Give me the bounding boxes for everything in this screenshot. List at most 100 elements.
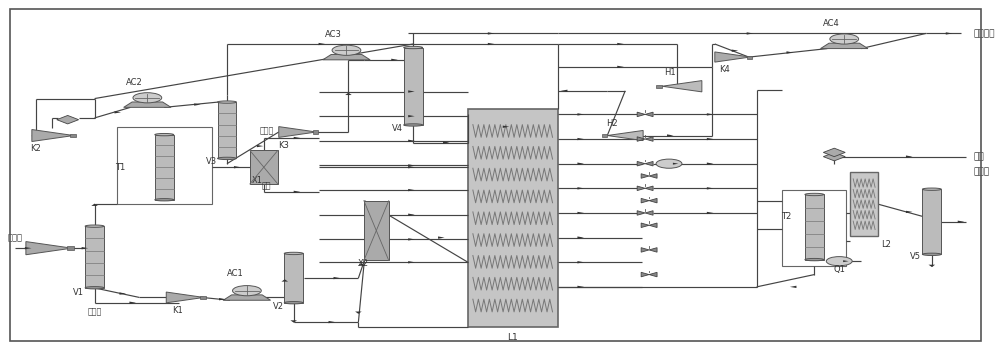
Text: H1: H1 xyxy=(664,68,676,77)
Polygon shape xyxy=(649,223,657,227)
Text: 天然气: 天然气 xyxy=(974,167,990,176)
Ellipse shape xyxy=(805,258,824,261)
Bar xyxy=(250,151,278,184)
Ellipse shape xyxy=(155,133,174,136)
Text: V5: V5 xyxy=(910,252,921,262)
Ellipse shape xyxy=(404,46,423,49)
Polygon shape xyxy=(488,32,494,34)
Polygon shape xyxy=(649,248,657,252)
Polygon shape xyxy=(637,186,645,190)
Polygon shape xyxy=(645,211,653,215)
Ellipse shape xyxy=(155,199,174,201)
Polygon shape xyxy=(577,237,584,239)
Polygon shape xyxy=(25,247,31,249)
Polygon shape xyxy=(319,43,325,45)
Text: K4: K4 xyxy=(719,65,730,74)
Bar xyxy=(313,130,318,133)
Polygon shape xyxy=(129,302,136,304)
Ellipse shape xyxy=(404,124,423,126)
Polygon shape xyxy=(645,112,653,117)
Ellipse shape xyxy=(85,287,104,289)
Text: K2: K2 xyxy=(30,144,41,153)
Text: T1: T1 xyxy=(115,163,126,172)
Bar xyxy=(404,48,423,125)
Text: V2: V2 xyxy=(273,302,284,311)
Text: X2: X2 xyxy=(358,259,369,268)
Polygon shape xyxy=(667,134,674,137)
Ellipse shape xyxy=(218,101,236,103)
Polygon shape xyxy=(408,115,415,117)
Bar xyxy=(805,194,824,260)
Polygon shape xyxy=(577,261,584,263)
Bar xyxy=(364,201,389,260)
Polygon shape xyxy=(408,90,415,93)
Polygon shape xyxy=(26,241,72,255)
Polygon shape xyxy=(166,292,204,303)
Polygon shape xyxy=(641,248,649,252)
Polygon shape xyxy=(194,103,201,106)
Polygon shape xyxy=(32,130,74,142)
Polygon shape xyxy=(345,93,352,95)
Bar xyxy=(782,190,846,266)
Polygon shape xyxy=(408,140,415,142)
Ellipse shape xyxy=(284,252,303,254)
Polygon shape xyxy=(906,156,913,158)
Polygon shape xyxy=(637,211,645,215)
Polygon shape xyxy=(641,199,649,203)
Bar xyxy=(747,56,752,58)
Polygon shape xyxy=(637,112,645,117)
Polygon shape xyxy=(707,113,713,115)
Polygon shape xyxy=(358,263,365,266)
Polygon shape xyxy=(823,152,845,161)
Polygon shape xyxy=(577,212,584,214)
Text: AC2: AC2 xyxy=(126,77,143,87)
Polygon shape xyxy=(488,43,494,45)
Text: 脱碳气: 脱碳气 xyxy=(260,126,274,136)
Polygon shape xyxy=(294,191,300,193)
Polygon shape xyxy=(57,115,79,124)
Polygon shape xyxy=(673,163,678,165)
Text: K1: K1 xyxy=(172,306,183,315)
Ellipse shape xyxy=(805,193,824,196)
Bar xyxy=(850,172,878,236)
Polygon shape xyxy=(823,148,845,157)
Text: V4: V4 xyxy=(392,124,403,133)
Polygon shape xyxy=(334,277,340,279)
Polygon shape xyxy=(641,174,649,178)
Polygon shape xyxy=(114,111,121,113)
Polygon shape xyxy=(929,265,935,267)
Polygon shape xyxy=(607,131,643,140)
Polygon shape xyxy=(119,293,126,295)
Text: V3: V3 xyxy=(205,157,217,166)
Bar xyxy=(155,135,174,200)
Bar xyxy=(85,226,104,288)
Polygon shape xyxy=(323,55,370,60)
Polygon shape xyxy=(408,166,415,168)
Polygon shape xyxy=(906,211,913,213)
Text: H2: H2 xyxy=(606,119,618,128)
Polygon shape xyxy=(786,51,793,54)
Polygon shape xyxy=(294,137,300,139)
Polygon shape xyxy=(577,187,584,189)
Polygon shape xyxy=(219,298,226,300)
Bar xyxy=(468,109,558,327)
Bar xyxy=(602,134,607,137)
Bar xyxy=(284,253,303,303)
Ellipse shape xyxy=(284,302,303,304)
Ellipse shape xyxy=(922,253,941,256)
Polygon shape xyxy=(223,295,271,300)
Polygon shape xyxy=(645,137,653,141)
Text: 酸气: 酸气 xyxy=(262,181,272,190)
Text: 甲醇原料: 甲醇原料 xyxy=(974,29,995,38)
Circle shape xyxy=(656,159,682,168)
Polygon shape xyxy=(645,186,653,190)
Polygon shape xyxy=(577,163,584,165)
Polygon shape xyxy=(715,52,750,62)
Ellipse shape xyxy=(85,225,104,227)
Polygon shape xyxy=(503,126,509,128)
Text: AC1: AC1 xyxy=(227,269,243,278)
Text: X1: X1 xyxy=(251,176,262,185)
Polygon shape xyxy=(408,214,415,216)
Polygon shape xyxy=(124,102,171,107)
Ellipse shape xyxy=(218,157,236,159)
